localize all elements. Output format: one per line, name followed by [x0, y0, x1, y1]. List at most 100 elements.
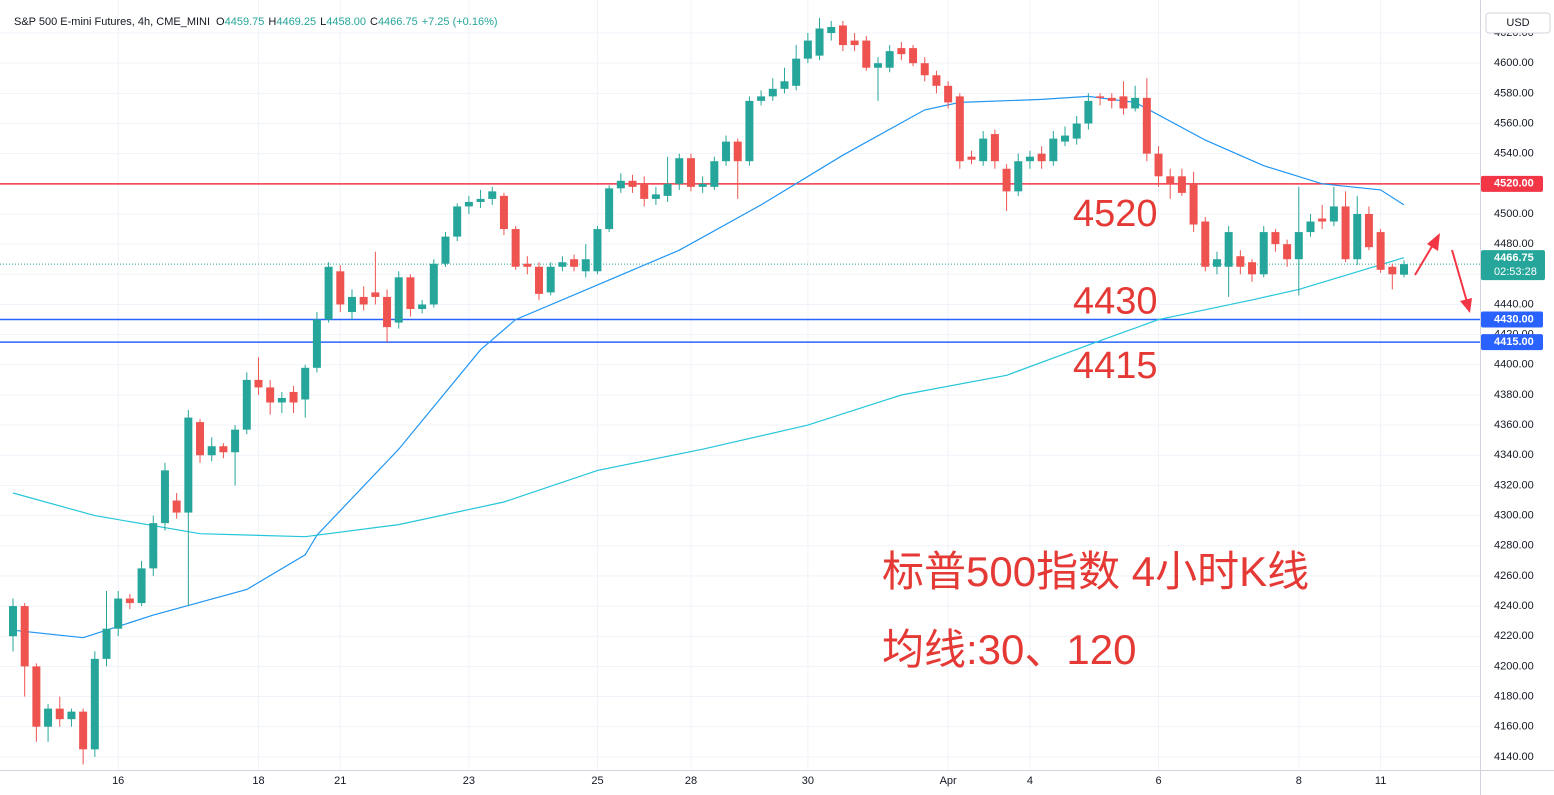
y-tick-label: 4340.00: [1494, 449, 1534, 461]
candle-body: [67, 711, 76, 720]
x-tick-label: Apr: [940, 775, 957, 787]
x-tick-label: 11: [1375, 775, 1386, 787]
candle-body: [406, 277, 415, 309]
y-tick-label: 4300.00: [1494, 510, 1534, 522]
candle-body: [1306, 221, 1315, 233]
candle-body: [616, 180, 625, 189]
candle-body: [710, 161, 719, 187]
candle-body: [1364, 213, 1373, 248]
currency: USD: [1506, 17, 1529, 29]
field-value: 4458.00: [326, 16, 366, 28]
y-tick-label: 4400.00: [1494, 359, 1534, 371]
candle-body: [768, 88, 777, 97]
candle-body: [1189, 183, 1198, 225]
y-tick-label: 4280.00: [1494, 540, 1534, 552]
candle-body: [266, 387, 275, 403]
level-tag-label: 4520.00: [1494, 178, 1534, 190]
candle-body: [1318, 218, 1327, 222]
candle-body: [488, 191, 497, 199]
candle-body: [441, 236, 450, 264]
candle-body: [242, 379, 251, 430]
candle-body: [920, 63, 929, 76]
legend-header: S&P 500 E-mini Futures, 4h, CME_MINI O445…: [14, 16, 498, 28]
x-tick-label: 4: [1027, 775, 1033, 787]
candle-body: [932, 75, 941, 86]
candle-body: [570, 259, 579, 267]
field-value: 4459.75: [225, 16, 265, 28]
candle-body: [523, 263, 532, 267]
y-tick-label: 4580.00: [1494, 87, 1534, 99]
candle-body: [9, 606, 17, 637]
arrow-head: [1460, 298, 1472, 313]
candle-body: [102, 628, 111, 659]
level-tag-label: 4430.00: [1494, 313, 1534, 325]
level-tag: [1481, 175, 1543, 192]
y-tick-label: 4220.00: [1494, 630, 1534, 642]
candle-body: [114, 598, 123, 629]
candle-body: [535, 266, 544, 294]
y-tick-label: 4160.00: [1494, 721, 1534, 733]
y-tick-label: 4480.00: [1494, 238, 1534, 250]
candle-body: [944, 85, 953, 103]
last-price-tag: [1481, 250, 1545, 281]
candle-body: [476, 198, 485, 202]
x-tick-label: 21: [334, 775, 346, 787]
candle-body: [32, 666, 41, 727]
candle-body: [581, 259, 590, 272]
candle-body: [79, 711, 88, 750]
candle-body: [827, 26, 836, 34]
level-tag: [1481, 311, 1543, 328]
candle-body: [1107, 97, 1116, 101]
candle-body: [160, 470, 169, 524]
candle-body: [196, 422, 205, 456]
candle-body: [990, 134, 999, 162]
arrows: [1414, 233, 1472, 313]
countdown: 02:53:28: [1494, 266, 1537, 278]
candle-body: [1025, 156, 1034, 162]
candle-body: [873, 63, 882, 68]
level-note: 4415: [1073, 345, 1158, 387]
level-tag-label: 4415.00: [1494, 336, 1534, 348]
candle-body: [383, 296, 392, 328]
candle-body: [838, 25, 847, 46]
y-tick-label: 4560.00: [1494, 117, 1534, 129]
candle-body: [558, 262, 567, 267]
candle-body: [90, 658, 99, 750]
x-tick-label: 18: [252, 775, 264, 787]
x-tick-label: 8: [1296, 775, 1302, 787]
candle-body: [1154, 153, 1163, 177]
arrow-head: [1427, 233, 1440, 251]
candle-body: [1084, 100, 1093, 124]
candle-body: [1294, 232, 1303, 260]
candle-body: [55, 708, 64, 720]
y-tick-label: 4380.00: [1494, 389, 1534, 401]
candle-body: [137, 568, 146, 604]
candle-body: [663, 183, 672, 196]
candle-body: [277, 397, 286, 403]
candle-body: [359, 296, 368, 305]
candle-body: [1142, 97, 1151, 154]
candle-body: [324, 266, 333, 320]
candle-body: [792, 58, 801, 86]
candle-body: [1341, 206, 1350, 260]
level-tag: [1481, 334, 1543, 351]
candle-body: [418, 304, 427, 309]
candle-body: [347, 296, 356, 313]
plot: [0, 17, 1480, 765]
y-tick-label: 4600.00: [1494, 57, 1534, 69]
symbol: S&P 500 E-mini Futures, 4h, CME_MINI: [14, 16, 210, 28]
candle-body: [1061, 135, 1070, 142]
candle-body: [897, 48, 906, 55]
candle-body: [464, 201, 473, 207]
candle-body: [745, 100, 754, 162]
candle-body: [499, 195, 508, 230]
y-tick-label: 4140.00: [1494, 751, 1534, 763]
y-tick-label: 4240.00: [1494, 600, 1534, 612]
candle-body: [1248, 262, 1257, 275]
x-tick-label: 23: [463, 775, 475, 787]
annotation: 均线:30、120: [882, 626, 1136, 673]
candle-body: [909, 48, 918, 64]
moving-average: [12, 95, 1405, 639]
field-key: C: [370, 16, 378, 28]
field-key: H: [268, 16, 276, 28]
